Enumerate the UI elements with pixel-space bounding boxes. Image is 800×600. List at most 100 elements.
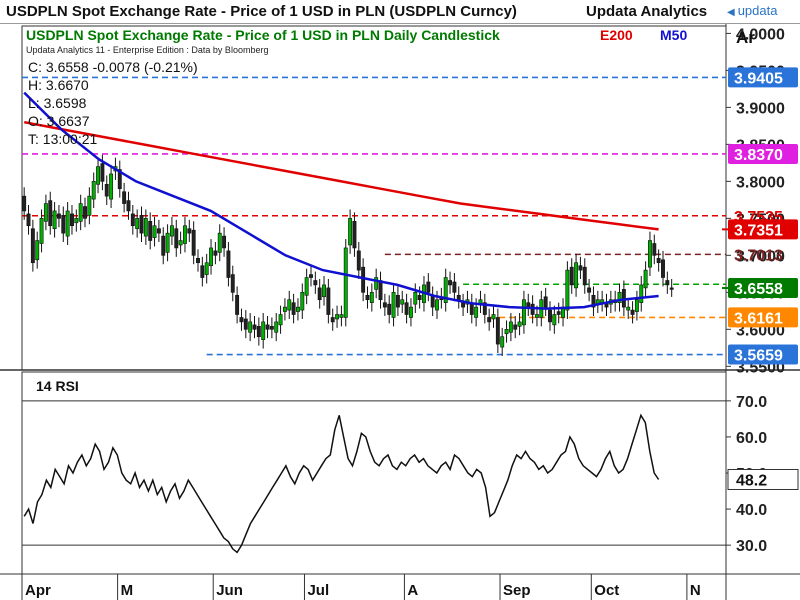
candle-body	[209, 247, 213, 266]
rsi-y-tick-label: 30.0	[736, 538, 767, 555]
candle-body	[552, 314, 557, 326]
candle-body	[521, 299, 526, 326]
candle-body	[39, 218, 44, 244]
candle-body	[78, 203, 83, 222]
legend-m50: M50	[660, 27, 687, 43]
candle-body	[443, 277, 448, 303]
window-title: USDPLN Spot Exchange Rate - Price of 1 U…	[6, 3, 517, 20]
info-line: T: 13:00:21	[28, 131, 97, 147]
brand-name: Updata Analytics	[586, 3, 708, 20]
candle-body	[74, 218, 79, 224]
logo-text: updata	[737, 3, 778, 18]
candle-body	[309, 274, 313, 278]
candle-body	[656, 257, 661, 264]
level-tag-text: 3.7351	[734, 222, 783, 239]
rsi-last-value: 48.2	[736, 472, 767, 489]
candle-body	[191, 229, 196, 256]
price-plot-frame	[21, 25, 727, 371]
info-line: L: 3.6598	[28, 95, 87, 111]
candle-body	[183, 225, 187, 244]
candle-body	[343, 247, 348, 318]
price-y-tick-label: 4.0000	[736, 26, 785, 43]
candle-body	[161, 235, 166, 256]
level-tag-3.6558	[728, 278, 798, 299]
candle-body	[474, 306, 479, 318]
candle-body	[639, 284, 644, 303]
info-line: H: 3.6670	[28, 77, 89, 93]
candle-body	[165, 232, 170, 253]
candle-body	[126, 200, 131, 212]
candle-body	[643, 269, 648, 289]
candle-body	[239, 317, 244, 323]
candle-body	[369, 292, 374, 303]
candle-body	[500, 336, 505, 348]
candle-body	[317, 287, 322, 301]
candle-body	[630, 309, 635, 315]
x-month-label: N	[690, 582, 701, 599]
rsi-y-tick-label: 60.0	[736, 430, 767, 447]
candle-body	[96, 166, 101, 185]
candle-body	[378, 280, 383, 301]
candle-body	[65, 210, 70, 237]
candle-body	[91, 181, 96, 200]
level-tag-3.8370	[728, 143, 798, 164]
candle-body	[52, 210, 57, 230]
candle-body	[48, 200, 53, 227]
candle-body	[70, 213, 74, 227]
chart-subtitle: Updata Analytics 11 - Enterprise Edition…	[26, 45, 268, 55]
candle-body	[196, 257, 200, 264]
level-tag-3.6161	[728, 307, 798, 328]
candle-body	[83, 206, 87, 219]
candle-body	[61, 215, 66, 234]
candle-body	[174, 228, 179, 249]
level-tag-text: 3.9405	[734, 70, 783, 87]
candle-body	[156, 228, 161, 234]
rsi-y-tick-label: 40.0	[736, 502, 767, 519]
candle-body	[556, 311, 561, 315]
candle-body	[574, 262, 579, 289]
axis-corner-label: Ar	[736, 28, 755, 47]
m50-line	[23, 91, 659, 310]
legend-e200: E200	[600, 27, 633, 43]
candle-body	[265, 324, 270, 330]
chart-title: USDPLN Spot Exchange Rate - Price of 1 U…	[26, 27, 500, 43]
level-tag-text: 3.6558	[734, 281, 783, 298]
x-month-label: Sep	[503, 582, 531, 599]
candle-body	[274, 321, 279, 333]
candle-body	[413, 292, 418, 305]
candle-body	[43, 203, 48, 222]
level-tag-text: 3.6161	[734, 310, 783, 327]
candle-body	[482, 302, 487, 315]
updata-logo[interactable]: ◀ updata	[727, 3, 777, 18]
level-tag-text: 3.7013	[734, 247, 783, 264]
candle-body	[295, 306, 300, 312]
candle-body	[230, 274, 235, 293]
x-month-label: M	[121, 582, 134, 599]
candle-body	[282, 306, 287, 312]
candle-body	[582, 266, 587, 286]
candle-body	[143, 218, 148, 237]
candle-body	[330, 317, 335, 323]
candle-body	[634, 299, 639, 312]
level-tag-3.7351	[728, 219, 798, 240]
price-y-tick-label: 3.7000	[736, 248, 785, 265]
candle-body	[100, 163, 105, 182]
price-y-tick-label: 3.9000	[736, 100, 785, 117]
rsi-last-value-box	[727, 468, 799, 490]
candle-body	[356, 250, 361, 271]
candle-body	[135, 218, 140, 230]
rsi-plot-frame	[21, 371, 727, 575]
candle-body	[530, 303, 535, 315]
candle-body	[348, 218, 353, 246]
candle-body	[661, 259, 665, 278]
candle-body	[169, 225, 174, 237]
level-tag-3.9405	[728, 67, 798, 88]
candle-body	[248, 321, 253, 333]
title-bar: USDPLN Spot Exchange Rate - Price of 1 U…	[0, 0, 800, 24]
candle-body	[587, 287, 592, 293]
candle-body	[391, 292, 396, 318]
candle-body	[395, 294, 400, 308]
candle-body	[300, 292, 305, 311]
candle-body	[200, 265, 205, 278]
chart-area: 3.55003.60003.65003.70003.75003.80003.85…	[0, 24, 800, 600]
